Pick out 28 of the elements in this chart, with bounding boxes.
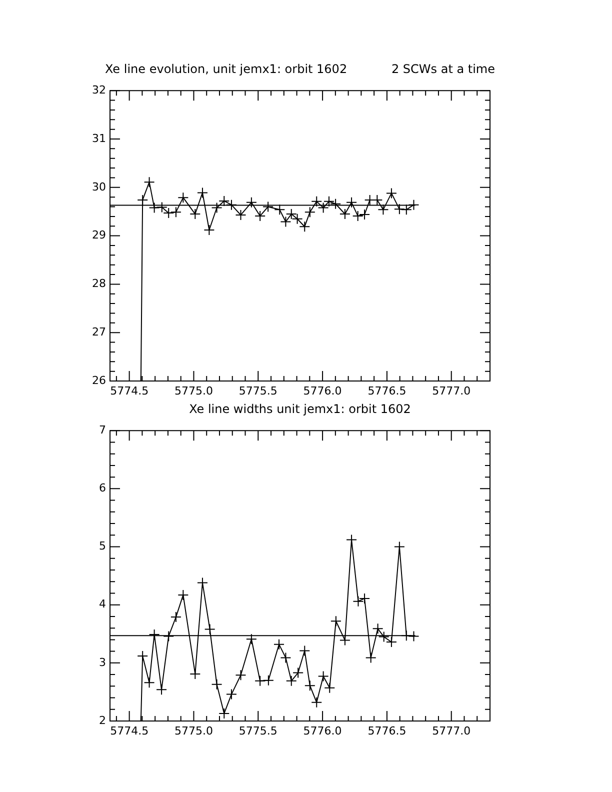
chart-subtitle: 2 SCWs at a time: [391, 62, 495, 78]
y-tick-label: 4: [99, 598, 106, 611]
x-tick-label: 5776.0: [303, 384, 342, 398]
y-tick-label: 26: [92, 374, 106, 387]
x-tick-label: 5775.0: [174, 384, 213, 398]
x-tick-label: 5775.5: [238, 384, 278, 398]
x-tick-label: 5776.5: [368, 384, 406, 398]
y-tick-label: 7: [99, 423, 106, 436]
x-tick-label: 5776.5: [368, 724, 406, 738]
y-tick-label: 5: [99, 540, 106, 553]
x-tick-label: 5777.0: [432, 384, 471, 398]
chart-title: Xe line widths unit jemx1: orbit 1602: [189, 402, 411, 418]
y-tick-label: 31: [92, 132, 106, 145]
y-tick-label: 27: [92, 325, 106, 338]
x-tick-label: 5775.0: [174, 724, 213, 738]
chart-title: Xe line evolution, unit jemx1: orbit 1602: [105, 62, 348, 78]
y-tick-label: 29: [92, 228, 106, 242]
y-tick-label: 2: [99, 714, 106, 727]
x-tick-label: 5774.5: [110, 724, 149, 738]
x-tick-label: 5775.5: [238, 724, 278, 738]
y-tick-label: 28: [92, 277, 106, 290]
x-tick-label: 5777.0: [432, 724, 471, 738]
y-tick-label: 32: [92, 83, 106, 96]
x-tick-label: 5776.0: [303, 724, 342, 738]
y-tick-label: 6: [99, 482, 106, 495]
y-tick-label: 3: [99, 656, 106, 669]
x-tick-label: 5774.5: [110, 384, 149, 398]
y-tick-label: 30: [92, 180, 106, 194]
